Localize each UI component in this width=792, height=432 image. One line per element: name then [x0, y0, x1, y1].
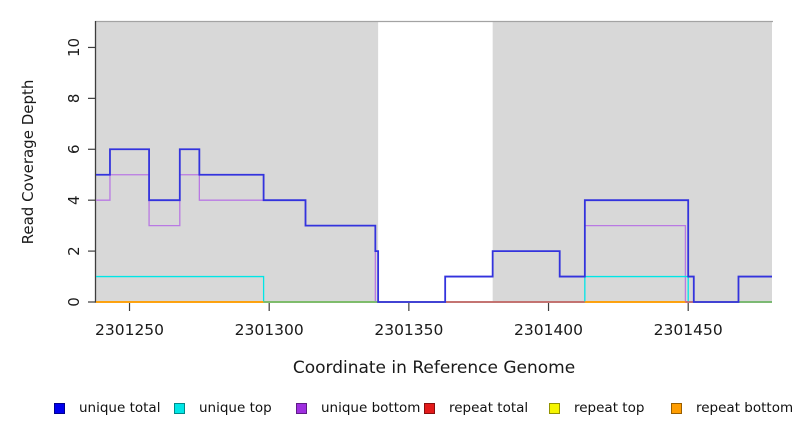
- repeat-total-swatch-icon: [424, 402, 435, 414]
- unique-total-swatch-icon: [54, 402, 65, 414]
- legend-item-repeat-bottom: repeat bottom: [671, 398, 792, 418]
- legend-item-repeat-total: repeat total: [424, 398, 528, 418]
- unique-bottom-swatch-icon: [296, 402, 307, 414]
- x-axis-title: Coordinate in Reference Genome: [292, 358, 576, 378]
- legend-label: unique bottom: [321, 400, 421, 416]
- x-tick-label: 2301250: [95, 321, 164, 339]
- no-coverage-band: [378, 22, 493, 302]
- y-tick-label: 10: [65, 38, 83, 57]
- unique-top-swatch-icon: [174, 402, 185, 414]
- legend-item-unique-bottom: unique bottom: [296, 398, 420, 418]
- legend: unique total unique top unique bottom re…: [0, 398, 792, 420]
- legend-label: repeat bottom: [696, 400, 792, 416]
- x-tick-label: 2301300: [235, 321, 304, 339]
- y-axis-title: Read Coverage Depth: [19, 79, 37, 245]
- legend-label: repeat top: [574, 400, 645, 416]
- x-tick-label: 2301450: [654, 321, 723, 339]
- y-tick-label: 6: [65, 144, 83, 154]
- series-unique-top: [96, 275, 772, 303]
- repeat-top-swatch-icon: [549, 402, 560, 414]
- repeat-bottom-swatch-icon: [671, 402, 682, 414]
- legend-item-repeat-top: repeat top: [549, 398, 644, 418]
- legend-item-unique-total: unique total: [54, 398, 160, 418]
- legend-label: repeat total: [449, 400, 529, 416]
- legend-item-unique-top: unique top: [174, 398, 272, 418]
- legend-label: unique total: [79, 400, 161, 416]
- x-tick-label: 2301400: [514, 321, 583, 339]
- y-tick-label: 2: [65, 246, 83, 256]
- y-tick-label: 8: [65, 94, 83, 104]
- series-unique-total: [96, 148, 772, 303]
- y-tick-label: 4: [65, 195, 83, 205]
- x-tick-label: 2301350: [374, 321, 443, 339]
- y-tick-label: 0: [65, 297, 83, 307]
- legend-label: unique top: [199, 400, 272, 416]
